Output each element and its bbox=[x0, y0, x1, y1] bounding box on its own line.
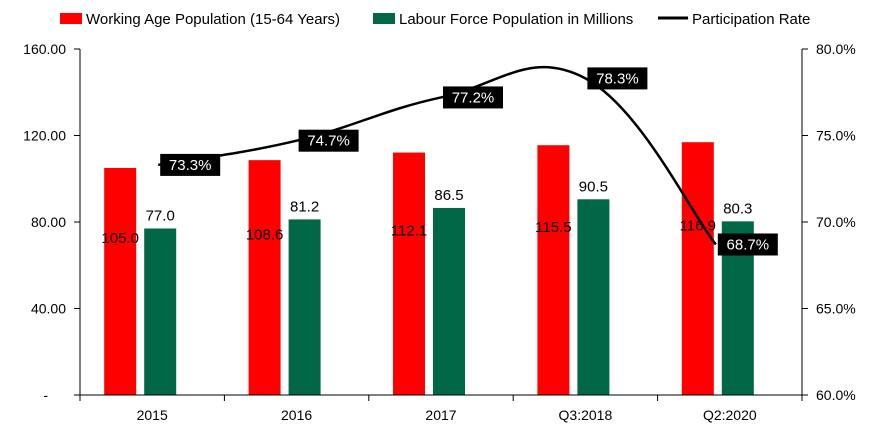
rate-label-box-2 bbox=[443, 86, 503, 109]
bar-labour-force-0 bbox=[144, 228, 177, 395]
y-left-tick-4: 160.00 bbox=[23, 41, 66, 57]
legend-label-2: Participation Rate bbox=[692, 11, 810, 28]
label-labour-force-3: 90.5 bbox=[579, 178, 608, 195]
bar-working-age-2 bbox=[393, 152, 425, 395]
y-left-tick-2: 80.00 bbox=[31, 214, 66, 230]
y-right-tick-3: 75.0% bbox=[816, 128, 856, 144]
bar-labour-force-2 bbox=[433, 207, 465, 395]
rate-label-box-0 bbox=[160, 153, 221, 176]
y-left-tick-1: 40.00 bbox=[31, 301, 66, 317]
bar-working-age-4 bbox=[681, 142, 714, 395]
legend-swatch-1 bbox=[373, 13, 395, 24]
legend-swatch-0 bbox=[60, 13, 82, 24]
y-right-tick-4: 80.0% bbox=[816, 41, 856, 57]
x-tick-1: 2016 bbox=[281, 407, 312, 423]
rate-label-4: 68.7% bbox=[727, 236, 770, 253]
rate-label-1: 74.7% bbox=[307, 133, 350, 150]
rate-label-box-1 bbox=[298, 129, 359, 152]
bars bbox=[104, 142, 754, 395]
bar-labour-force-3 bbox=[577, 199, 610, 395]
x-tick-2: 2017 bbox=[425, 407, 456, 423]
label-labour-force-1: 81.2 bbox=[290, 198, 319, 215]
label-working-age-0: 105.0 bbox=[101, 230, 139, 247]
legend-label-0: Working Age Population (15-64 Years) bbox=[86, 11, 340, 28]
x-tick-0: 2015 bbox=[137, 407, 168, 423]
bar-working-age-1 bbox=[248, 160, 281, 395]
label-working-age-3: 115.5 bbox=[535, 219, 571, 236]
label-labour-force-2: 86.5 bbox=[434, 187, 463, 204]
label-working-age-2: 112.1 bbox=[391, 223, 427, 240]
rate-label-0: 73.3% bbox=[169, 157, 212, 174]
bar-labour-force-1 bbox=[288, 219, 321, 395]
y-left-tick-3: 120.00 bbox=[23, 128, 66, 144]
rate-label-box-3 bbox=[587, 67, 648, 90]
legend: Working Age Population (15-64 Years) Labo… bbox=[60, 11, 810, 28]
x-tick-4: Q2:2020 bbox=[703, 407, 757, 423]
labels: 105.0 77.0 108.6 81.2 112.1 86.5 115.5 90.5 116.… bbox=[101, 67, 778, 256]
legend-label-1: Labour Force Population in Millions bbox=[399, 11, 633, 28]
y-right-tick-0: 60.0% bbox=[816, 387, 856, 403]
bar-working-age-0 bbox=[104, 167, 137, 395]
label-labour-force-0: 77.0 bbox=[146, 207, 175, 224]
rate-label-3: 78.3% bbox=[596, 70, 639, 87]
rate-label-2: 77.2% bbox=[452, 89, 495, 106]
rate-label-box-4 bbox=[717, 233, 778, 256]
axes: - 40.00 80.00 120.00 160.00 60.0% 65.0% 70.0% 75… bbox=[23, 41, 856, 423]
bar-working-age-3 bbox=[537, 145, 570, 395]
label-working-age-1: 108.6 bbox=[246, 226, 284, 243]
y-right-tick-1: 65.0% bbox=[816, 301, 856, 317]
label-labour-force-4: 80.3 bbox=[723, 200, 752, 217]
y-right-tick-2: 70.0% bbox=[816, 214, 856, 230]
x-tick-3: Q3:2018 bbox=[559, 407, 613, 423]
y-left-tick-0: - bbox=[43, 387, 48, 403]
label-working-age-4: 116.9 bbox=[680, 217, 716, 234]
